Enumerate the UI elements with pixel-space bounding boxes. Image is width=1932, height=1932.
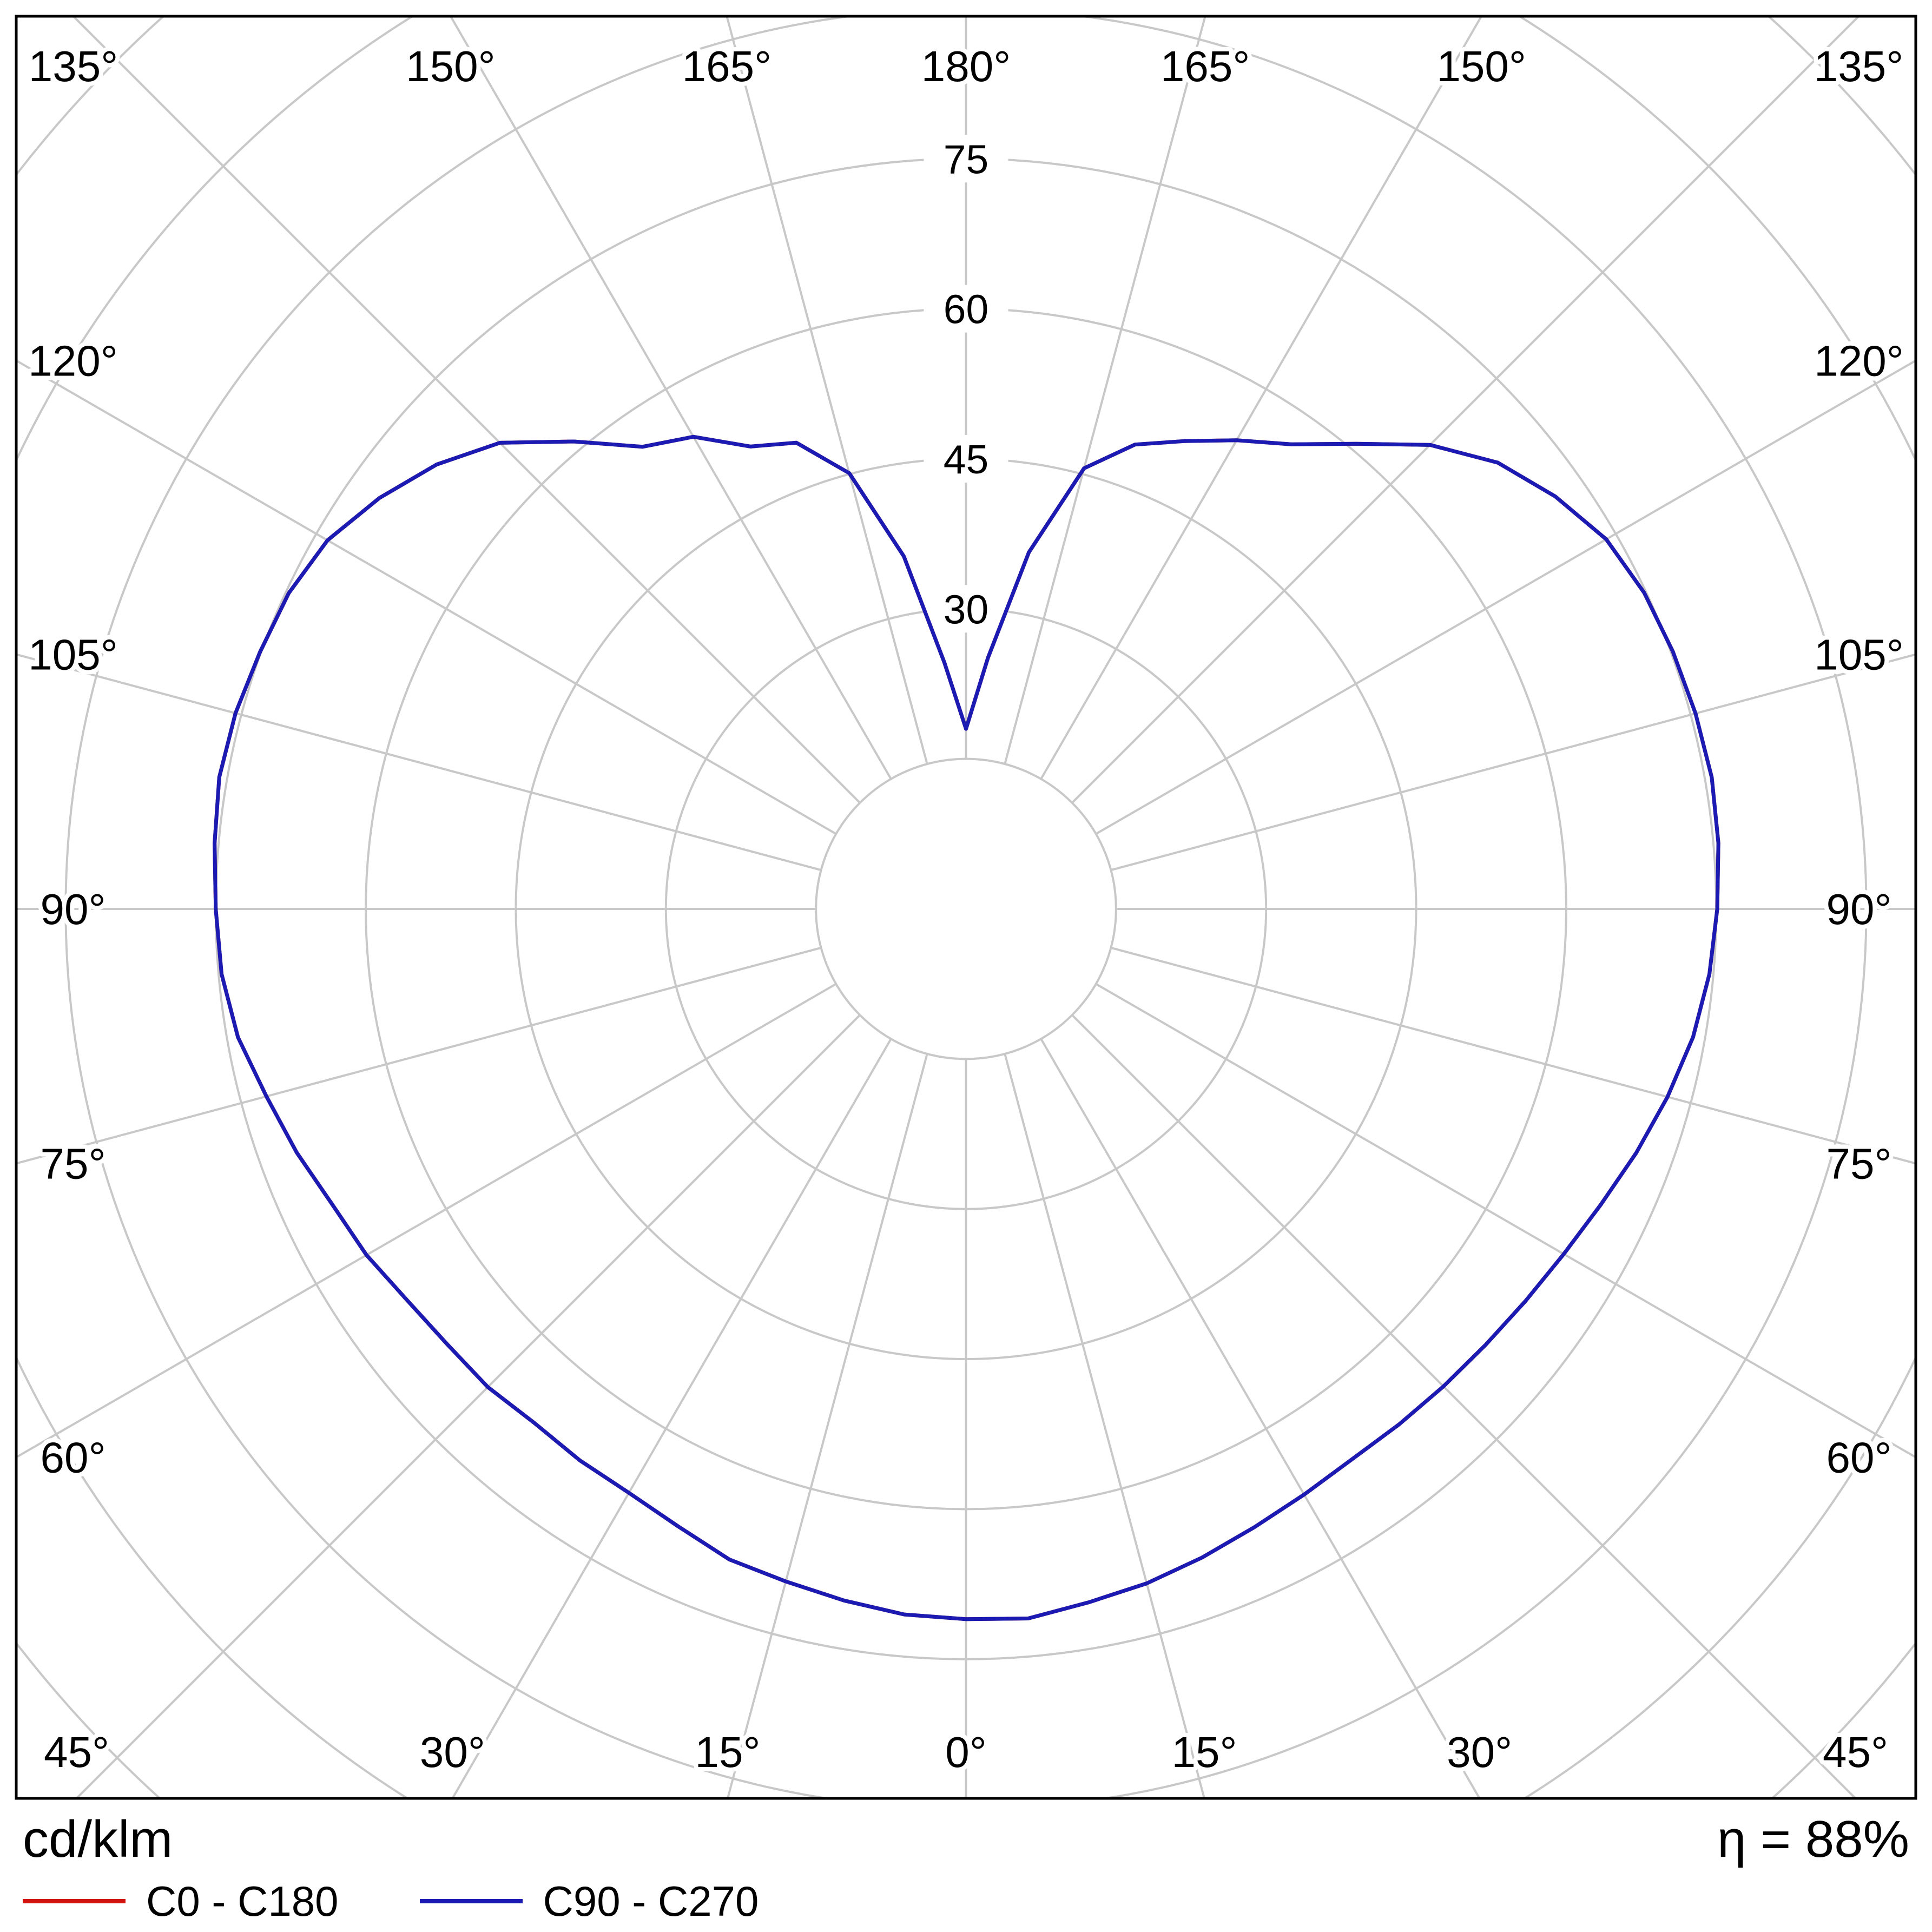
radial-label-mask: [924, 585, 1008, 633]
grid-spoke: [1004, 1053, 1206, 1798]
grid-spoke: [1004, 16, 1206, 764]
radial-tick-label: 30: [944, 586, 988, 632]
footer: cd/klm η = 88% C0 - C180 C90 - C270: [0, 1802, 1932, 1932]
grid-spoke: [1040, 16, 1483, 780]
radial-label-mask: [924, 285, 1008, 333]
legend-line-c90-c270: [419, 1898, 523, 1903]
legend-label-c0-c180: C0 - C180: [146, 1877, 339, 1925]
grid-spoke: [71, 16, 861, 804]
angle-label: 15°: [695, 1728, 760, 1776]
radial-label-mask: [924, 434, 1008, 483]
angle-label: 180°: [921, 42, 1011, 90]
curve-c90-c270: [213, 434, 1720, 1621]
footer-top-row: cd/klm η = 88%: [23, 1812, 1909, 1867]
legend: C0 - C180 C90 - C270: [23, 1880, 1909, 1922]
grid-spoke: [1110, 946, 1916, 1165]
angle-label: 60°: [1827, 1434, 1892, 1482]
grid-spoke: [726, 16, 928, 764]
angle-label: 105°: [1814, 631, 1903, 679]
angle-label: 75°: [1827, 1139, 1892, 1188]
angle-label: 135°: [1814, 42, 1903, 90]
angle-label: 165°: [1160, 42, 1250, 90]
polar-grid: [16, 16, 1916, 1798]
angle-label: 0°: [945, 1728, 986, 1776]
grid-spoke: [1071, 16, 1861, 804]
grid-spoke: [451, 1038, 892, 1798]
angle-label: 120°: [1814, 337, 1903, 385]
grid-spoke: [1040, 1038, 1481, 1798]
angle-label: 30°: [420, 1728, 485, 1776]
grid-spoke: [1071, 1014, 1857, 1798]
grid-spoke: [16, 946, 822, 1165]
grid-spoke: [16, 653, 822, 872]
legend-line-c0-c180: [23, 1898, 126, 1903]
angle-label: 120°: [28, 337, 117, 385]
angle-label: 15°: [1172, 1728, 1237, 1776]
grid-spoke: [16, 359, 837, 835]
angle-label: 105°: [28, 631, 117, 679]
angle-label: 90°: [41, 885, 106, 933]
grid-spoke: [449, 16, 892, 780]
radial-tick-label: 45: [944, 437, 988, 482]
radial-tick-label: 75: [944, 136, 988, 182]
legend-item-c90-c270: C90 - C270: [419, 1877, 759, 1925]
angle-label: 150°: [406, 42, 495, 90]
angle-label: 75°: [41, 1139, 106, 1188]
grid-spoke: [726, 1053, 928, 1798]
angle-label: 150°: [1436, 42, 1526, 90]
angle-label: 60°: [41, 1434, 106, 1482]
angle-label: 135°: [29, 42, 118, 90]
unit-label: cd/klm: [23, 1810, 173, 1868]
radial-tick-label: 60: [944, 287, 988, 332]
grid-spoke: [1095, 359, 1916, 835]
grid-circle: [815, 757, 1117, 1060]
legend-label-c90-c270: C90 - C270: [543, 1877, 759, 1925]
angle-label: 30°: [1447, 1728, 1512, 1776]
grid-spoke: [75, 1014, 861, 1798]
polar-diagram: 0° 15° 15° 30° 30° 45° 45° 60° 60° 75° 75° 90° 90° 10…: [15, 15, 1917, 1800]
radial-label-mask: [924, 135, 1008, 183]
angle-label: 45°: [44, 1728, 109, 1776]
grid-spoke: [16, 983, 837, 1459]
legend-item-c0-c180: C0 - C180: [23, 1880, 339, 1922]
efficiency-label: η = 88%: [1717, 1810, 1909, 1868]
diagram-frame: [15, 15, 1917, 1800]
grid-spoke: [1110, 653, 1916, 872]
angle-label: 45°: [1823, 1728, 1888, 1776]
grid-spoke: [1095, 983, 1916, 1459]
angle-label: 165°: [682, 42, 772, 90]
angle-label: 90°: [1827, 885, 1892, 933]
